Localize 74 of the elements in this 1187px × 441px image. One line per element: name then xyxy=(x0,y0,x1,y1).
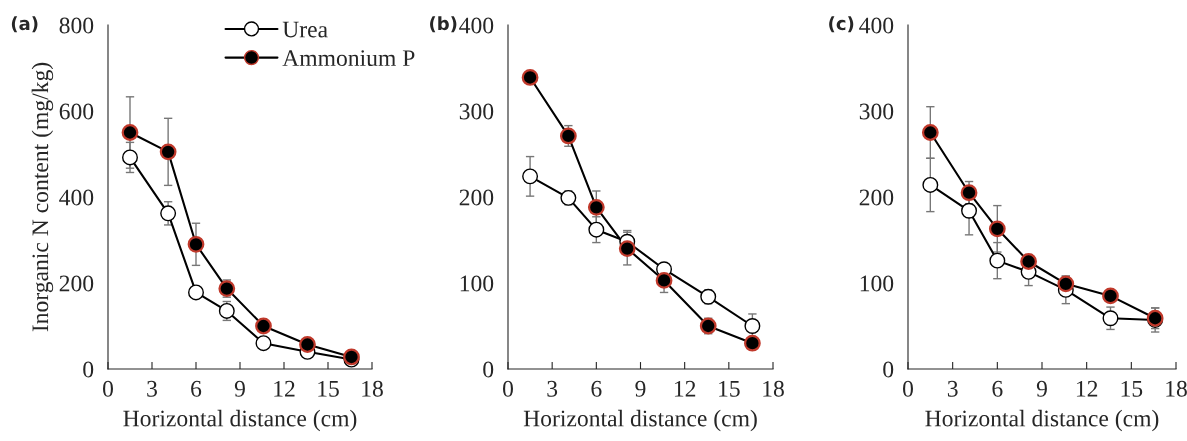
point xyxy=(255,317,272,335)
point xyxy=(159,143,177,161)
x-tick-label: 0 xyxy=(903,380,913,397)
chart-title: (a) xyxy=(11,16,38,33)
point xyxy=(922,176,939,193)
y-tick-label: 800 xyxy=(59,17,94,34)
x-tick-label: 12 xyxy=(674,380,696,397)
x-tick-label: 3 xyxy=(147,380,157,397)
y-tick-label: 200 xyxy=(459,189,494,206)
point xyxy=(1057,275,1075,293)
x-tick-label: 9 xyxy=(635,380,646,397)
point xyxy=(744,318,761,334)
point xyxy=(655,272,673,289)
x-axis-title: Horizontal distance (cm) xyxy=(523,409,757,432)
y-tick-label: 300 xyxy=(459,103,494,120)
chart-title: (c) xyxy=(829,16,854,33)
x-tick-label: 12 xyxy=(1076,380,1098,397)
x-tick-label: 15 xyxy=(318,380,339,397)
point xyxy=(1102,310,1119,327)
y-tick-label: 400 xyxy=(459,17,494,34)
y-tick-label: 300 xyxy=(859,103,894,120)
y-tick-label: 0 xyxy=(483,361,494,378)
point xyxy=(559,127,577,145)
y-tick-label: 200 xyxy=(859,189,894,206)
x-tick-label: 6 xyxy=(992,380,1003,397)
point xyxy=(988,220,1006,238)
x-tick-label: 18 xyxy=(1166,380,1187,397)
y-tick-label: 400 xyxy=(59,189,94,206)
x-tick-label: 6 xyxy=(191,380,202,397)
x-tick-label: 15 xyxy=(1121,380,1143,397)
point xyxy=(255,335,272,352)
legend-label: Ammonium P xyxy=(282,50,415,67)
x-tick-label: 0 xyxy=(103,380,113,397)
x-tick-label: 3 xyxy=(547,380,558,397)
x-tick-label: 0 xyxy=(503,380,513,397)
y-axis-title: Inorganic N content (mg/kg) xyxy=(31,62,54,332)
point xyxy=(989,252,1006,269)
y-tick-label: 0 xyxy=(883,361,894,378)
y-tick-label: 100 xyxy=(460,275,494,292)
point xyxy=(522,168,539,185)
x-tick-label: 18 xyxy=(763,380,784,397)
point xyxy=(921,124,939,141)
x-tick-label: 3 xyxy=(947,380,958,397)
y-tick-label: 600 xyxy=(59,103,94,120)
point xyxy=(160,205,177,222)
point xyxy=(121,124,139,141)
y-tick-label: 0 xyxy=(83,361,94,378)
x-axis-title: Horizontal distance (cm) xyxy=(925,409,1159,432)
point xyxy=(961,202,978,219)
chart-title: (b) xyxy=(430,16,457,33)
point xyxy=(1020,253,1037,270)
point xyxy=(299,336,316,353)
point xyxy=(744,334,761,352)
y-tick-label: 100 xyxy=(860,275,894,292)
x-tick-label: 12 xyxy=(274,380,295,397)
point xyxy=(521,69,539,86)
x-tick-label: 9 xyxy=(234,380,245,397)
point xyxy=(218,280,236,297)
x-tick-label: 6 xyxy=(591,380,602,397)
point xyxy=(187,235,205,253)
point xyxy=(1102,287,1119,305)
point xyxy=(188,284,204,301)
x-tick-label: 18 xyxy=(362,380,383,397)
point xyxy=(960,184,978,202)
x-tick-label: 15 xyxy=(719,380,740,397)
point xyxy=(588,221,605,238)
point xyxy=(587,198,605,216)
x-tick-label: 9 xyxy=(1036,380,1047,397)
point xyxy=(618,240,636,257)
legend-label: Urea xyxy=(282,21,328,38)
y-tick-label: 200 xyxy=(59,275,94,292)
x-axis-title: Horizontal distance (cm) xyxy=(123,409,357,432)
point xyxy=(122,149,138,166)
y-tick-label: 400 xyxy=(859,17,894,34)
